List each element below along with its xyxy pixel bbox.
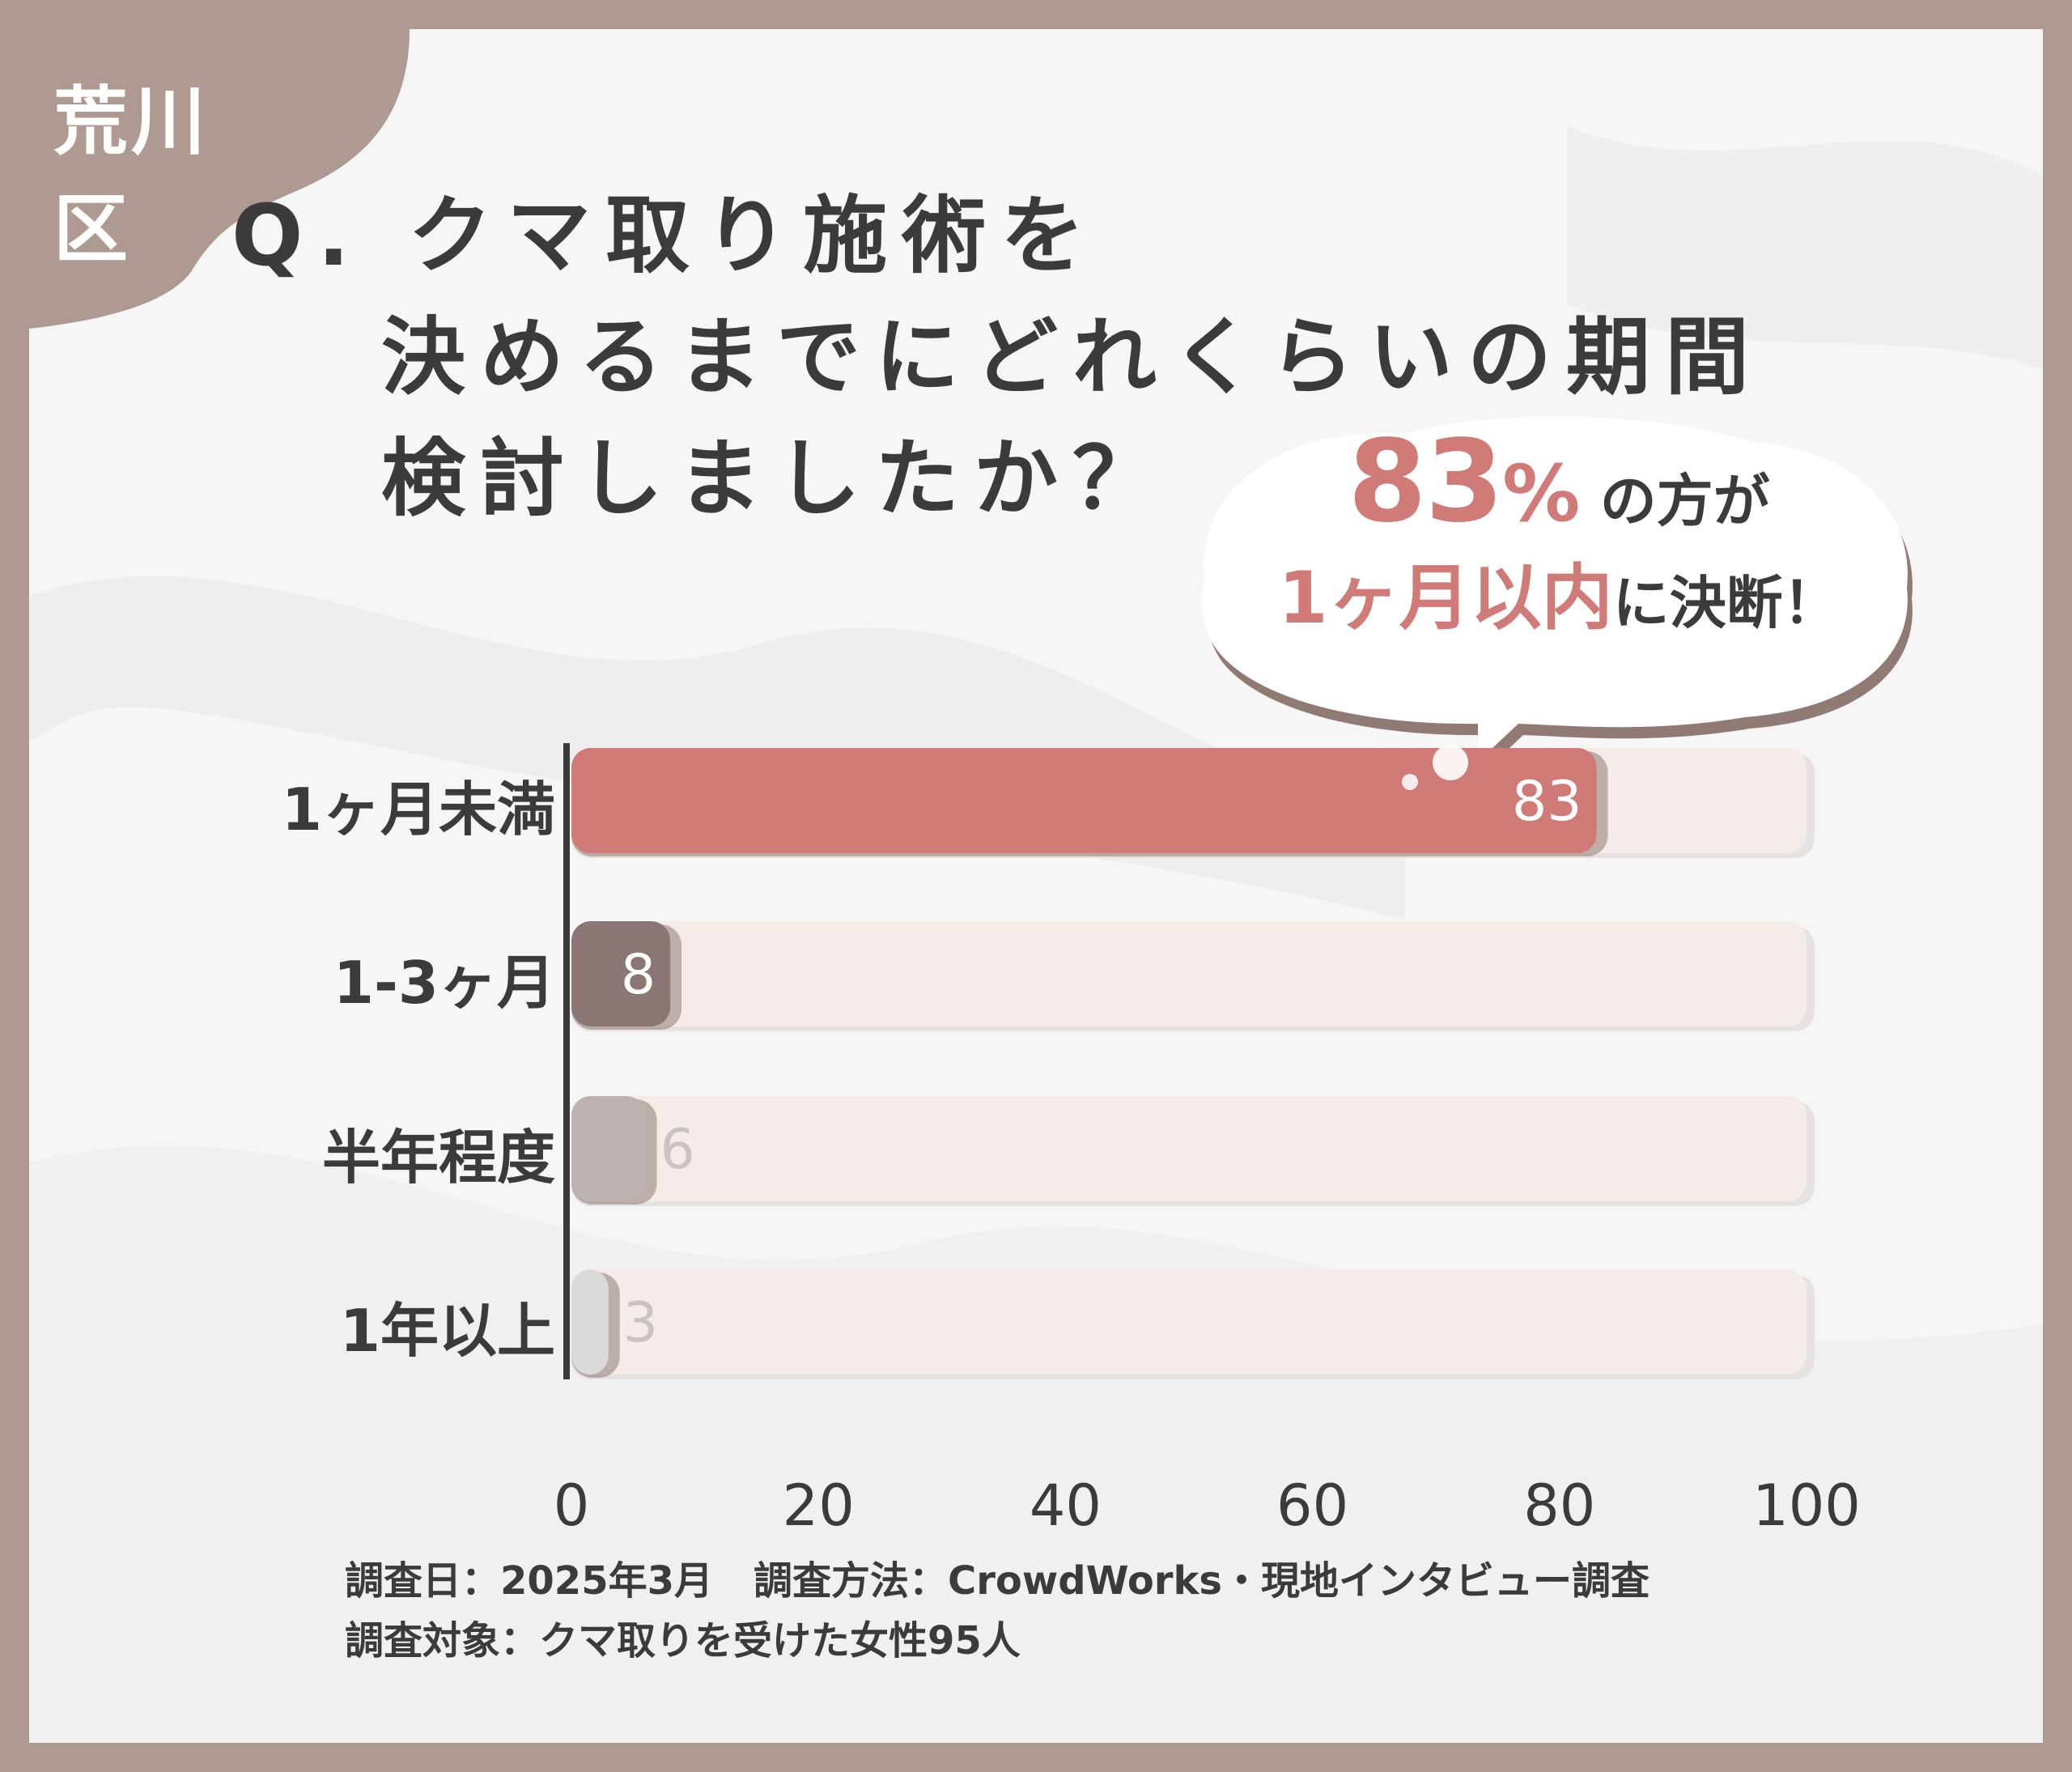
callout-line1-suffix: の方が (1599, 468, 1770, 534)
survey-method: 調査方法：CrowdWorks・現地インタビュー調査 (754, 1558, 1650, 1604)
bar-1 (571, 748, 1597, 853)
bar-value-label: 3 (623, 1291, 658, 1355)
bar-track (571, 1269, 1807, 1375)
survey-date: 調査日：2025年3月 (345, 1558, 713, 1604)
callout-line-2: 1ヶ月以内に決断！ (1267, 550, 1850, 652)
question-title: Q. クマ取り施術を 決めるまでにどれくらいの期間 検討しましたか？ (231, 175, 1891, 539)
bar-value-label: 83 (1512, 770, 1582, 834)
question-line-3: 検討しましたか？ (381, 429, 1172, 528)
x-tick-label: 80 (1523, 1472, 1595, 1539)
callout-text: 83% の方が 1ヶ月以内に決断！ (1267, 426, 1850, 652)
category-label: 1ヶ月未満 (281, 776, 555, 844)
survey-target: 調査対象：クマ取りを受けた女性95人 (345, 1618, 1021, 1664)
callout-percent-value: 83 (1348, 416, 1504, 548)
bar-2 (571, 921, 671, 1026)
footnote-line-2: 調査対象：クマ取りを受けた女性95人 (345, 1611, 1883, 1671)
bar-track (571, 921, 1807, 1026)
bar-highlight-dot (1433, 745, 1468, 780)
category-label: 1-3ヶ月 (333, 949, 555, 1017)
bar-highlight-dot (1402, 774, 1418, 790)
footnote-line-1: 調査日：2025年3月 調査方法：CrowdWorks・現地インタビュー調査 (345, 1551, 1883, 1611)
x-tick-label: 20 (783, 1472, 855, 1539)
bar-value-label: 8 (621, 943, 656, 1007)
bar-chart: 83 8 6 3 0 20 40 60 80 100 (554, 743, 1861, 1539)
bar-4 (571, 1269, 609, 1375)
callout-line2-suffix: に決断！ (1612, 570, 1840, 636)
card: 荒川区 Q. クマ取り施術を 決めるまでにどれくらいの期間 検討しましたか？ 8… (29, 29, 2043, 1743)
region-label: 荒川区 (53, 79, 210, 273)
category-label: 半年程度 (321, 1124, 555, 1192)
x-tick-label: 0 (554, 1472, 590, 1539)
question-line-2: 決めるまでにどれくらいの期間 (381, 308, 1764, 406)
x-tick-label: 60 (1276, 1472, 1348, 1539)
category-label: 1年以上 (339, 1297, 555, 1365)
x-tick-label: 40 (1030, 1472, 1102, 1539)
y-axis-line (563, 743, 570, 1379)
bar-value-label: 6 (660, 1118, 695, 1182)
callout-highlight: 1ヶ月以内 (1278, 556, 1613, 640)
bar-track (571, 1096, 1807, 1201)
region-tab (29, 29, 410, 329)
callout-percent-sign: % (1502, 448, 1581, 539)
survey-footnote: 調査日：2025年3月 調査方法：CrowdWorks・現地インタビュー調査 調査… (345, 1551, 1883, 1671)
question-line-1: Q. クマ取り施術を (231, 186, 1100, 285)
callout-line-1: 83% の方が (1267, 426, 1850, 550)
x-tick-label: 100 (1752, 1472, 1861, 1539)
bar-3 (571, 1096, 646, 1201)
